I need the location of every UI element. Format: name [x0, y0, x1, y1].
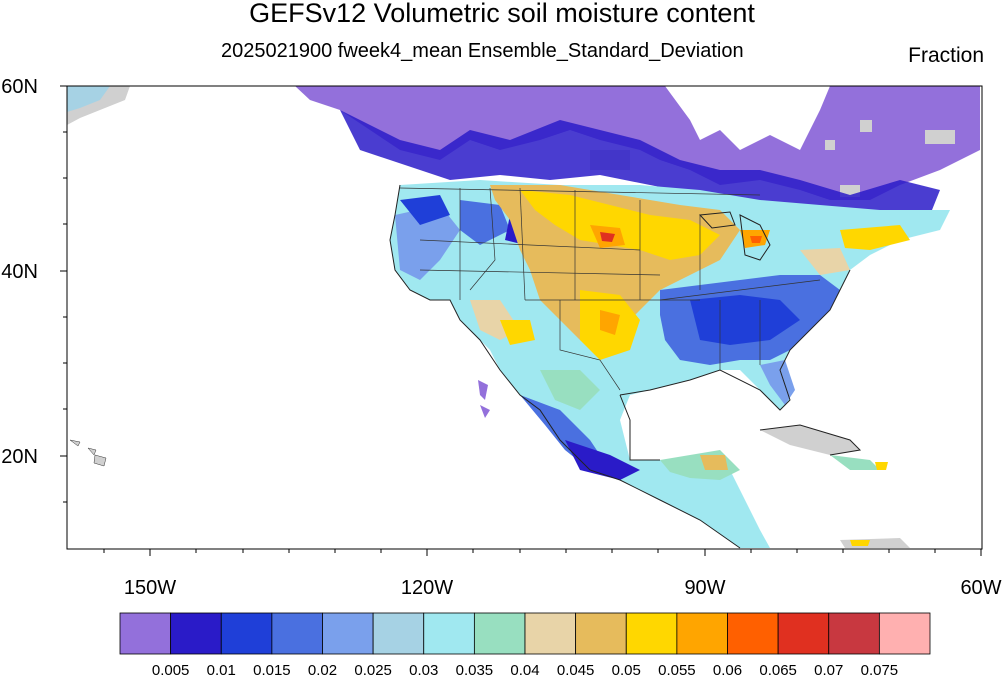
colorbar-swatch	[727, 612, 779, 655]
colorbar-swatch	[524, 612, 577, 655]
axis-ticks	[60, 85, 982, 556]
colorbar-swatch	[676, 612, 728, 655]
map-field	[67, 86, 980, 549]
colorbar-tick-label: 0.075	[860, 662, 899, 679]
colorbar-tick-label: 0.03	[409, 662, 439, 679]
colorbar-tick-label: 0.035	[455, 662, 494, 679]
canada-blue-band	[340, 110, 940, 225]
caribbean-islands	[760, 425, 860, 455]
colorbar-swatch	[777, 612, 830, 655]
colorbar-swatch	[372, 612, 425, 655]
colorbar-tick-label: 0.04	[510, 662, 540, 679]
coastlines	[389, 184, 862, 549]
map-subtitle: 2025021900 fweek4_mean Ensemble_Standard…	[221, 40, 744, 62]
colorbar-swatch	[119, 612, 172, 655]
lat-label-60n: 60N	[1, 76, 38, 98]
colorbar-tick-label: 0.015	[253, 662, 291, 679]
colorbar	[119, 612, 931, 655]
lon-label-120w: 120W	[400, 577, 454, 599]
colorbar-tick-label: 0.025	[354, 662, 392, 679]
colorbar-swatch	[271, 612, 323, 655]
lon-label-150w: 150W	[123, 577, 177, 599]
colorbar-tick-label: 0.05	[611, 662, 641, 679]
colorbar-swatch	[170, 612, 222, 655]
colorbar-swatch	[878, 612, 931, 655]
colorbar-tick-label: 0.02	[307, 662, 338, 679]
lon-label-60w: 60W	[960, 577, 1002, 599]
colorbar-tick-label: 0.055	[658, 662, 696, 679]
colorbar-swatch	[423, 612, 475, 655]
units-label: Fraction	[908, 44, 984, 67]
colorbar-tick-label: 0.045	[556, 662, 595, 679]
colorbar-tick-label: 0.01	[206, 662, 236, 679]
colorbar-swatch	[625, 612, 678, 655]
colorbar-swatch	[220, 612, 273, 655]
hawaii-islands	[69, 439, 107, 467]
colorbar-tick-label: 0.065	[759, 662, 797, 679]
colorbar-swatch	[828, 612, 880, 655]
colorbar-swatch	[322, 612, 374, 655]
lon-label-90w: 90W	[684, 577, 726, 599]
lat-label-20n: 20N	[1, 446, 38, 468]
colorbar-swatch	[575, 612, 627, 655]
map-title: GEFSv12 Volumetric soil moisture content	[249, 0, 755, 28]
state-boundaries	[399, 187, 821, 391]
colorbar-tick-label: 0.07	[814, 662, 844, 679]
colorbar-tick-label: 0.005	[151, 662, 190, 679]
lat-label-40n: 40N	[1, 261, 38, 283]
colorbar-tick-label: 0.06	[712, 662, 743, 679]
colorbar-swatch	[473, 612, 526, 655]
